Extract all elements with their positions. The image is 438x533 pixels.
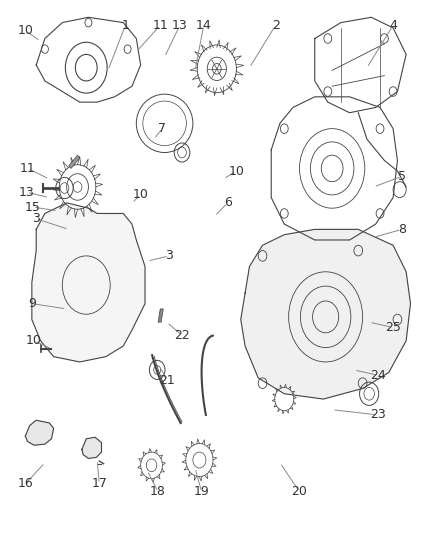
Text: 25: 25 — [385, 321, 401, 334]
Text: 23: 23 — [370, 408, 386, 422]
Polygon shape — [241, 229, 410, 399]
Text: 6: 6 — [224, 196, 232, 209]
Text: 18: 18 — [150, 486, 166, 498]
Text: 13: 13 — [19, 186, 35, 199]
Text: 11: 11 — [152, 19, 168, 32]
Text: 10: 10 — [18, 24, 33, 37]
Text: 20: 20 — [292, 486, 307, 498]
Text: 2: 2 — [272, 19, 279, 32]
Text: 16: 16 — [18, 478, 33, 490]
Text: 14: 14 — [196, 19, 212, 32]
Text: 19: 19 — [194, 486, 209, 498]
Text: 10: 10 — [133, 189, 148, 201]
Polygon shape — [69, 155, 80, 168]
Text: 13: 13 — [172, 19, 188, 32]
Polygon shape — [32, 203, 145, 362]
Text: 5: 5 — [398, 170, 406, 183]
Text: 8: 8 — [398, 223, 406, 236]
Text: 24: 24 — [370, 369, 386, 382]
Text: 7: 7 — [159, 122, 166, 135]
Text: 3: 3 — [32, 212, 40, 225]
Text: 15: 15 — [25, 200, 41, 214]
Text: 10: 10 — [26, 334, 42, 347]
Polygon shape — [158, 309, 163, 322]
Polygon shape — [82, 437, 102, 458]
Text: 11: 11 — [20, 162, 35, 175]
Text: 3: 3 — [165, 249, 173, 262]
Text: 10: 10 — [229, 165, 244, 177]
Text: 1: 1 — [121, 19, 129, 32]
Text: 9: 9 — [28, 297, 36, 310]
Polygon shape — [25, 420, 53, 445]
Text: 17: 17 — [92, 478, 107, 490]
Text: 4: 4 — [389, 19, 397, 32]
Text: 21: 21 — [159, 374, 175, 387]
Text: 22: 22 — [174, 329, 190, 342]
